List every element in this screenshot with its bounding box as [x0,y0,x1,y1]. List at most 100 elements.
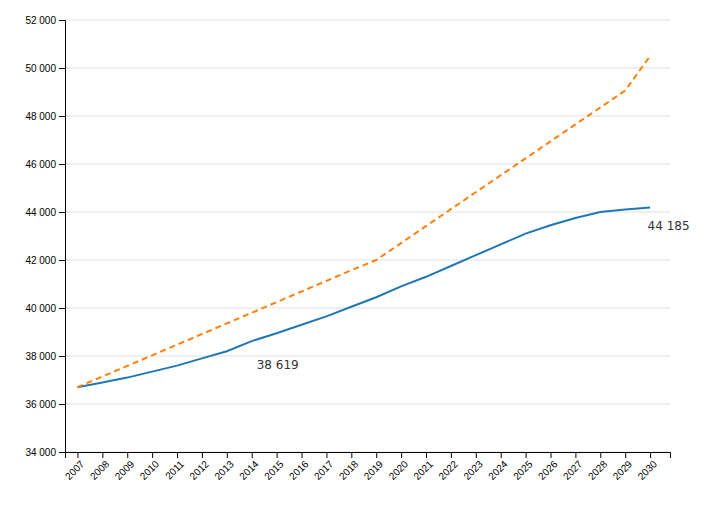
y-tick: 50 000 [25,63,65,74]
x-tick: 2013 [212,452,236,482]
x-tick-label: 2007 [63,458,87,482]
x-tick-label: 2019 [362,458,386,482]
grid [65,20,670,452]
x-tick-label: 2023 [461,458,485,482]
x-tick: 2022 [436,452,460,482]
x-tick-mark [575,452,576,458]
x-tick-mark [252,452,253,458]
x-tick-mark [77,452,78,458]
x-tick-label: 2010 [138,458,162,482]
x-axis-line [66,453,671,459]
x-tick-label: 2011 [163,458,186,481]
x-tick: 2026 [536,452,560,482]
grid-line [65,260,670,261]
y-axis-line [59,21,66,453]
x-tick: 2017 [312,452,336,482]
x-tick-mark [526,452,527,458]
x-tick-label: 2008 [88,458,112,482]
y-tick-label: 52 000 [25,15,56,26]
x-tick-label: 2014 [237,458,261,482]
y-tick: 48 000 [25,111,65,122]
x-tick-mark [152,452,153,458]
x-tick: 2029 [611,452,635,482]
x-tick: 2012 [187,452,211,482]
chart: 2007200820092010201120122013201420152016… [0,0,720,507]
y-tick-label: 40 000 [25,303,56,314]
x-tick-mark [351,452,352,458]
y-tick-mark [59,68,65,69]
x-tick-mark [600,452,601,458]
x-tick-label: 2012 [187,458,211,482]
y-tick-mark [59,212,65,213]
x-tick-label: 2022 [436,458,460,482]
y-tick-label: 42 000 [25,255,56,266]
x-tick-mark [302,452,303,458]
y-tick: 52 000 [25,15,65,26]
grid-line [65,164,670,165]
y-axis: 34 000 36 000 38 000 40 000 42 000 44 000 46 0… [25,15,65,458]
x-tick-mark [102,452,103,458]
plot: 2007200820092010201120122013201420152016… [25,15,689,482]
y-tick-label: 36 000 [25,399,56,410]
x-tick: 2019 [362,452,386,482]
x-tick: 2008 [88,452,112,482]
x-tick-label: 2028 [586,458,610,482]
y-tick-label: 46 000 [25,159,56,170]
lines [77,56,650,387]
x-tick-mark [650,452,651,458]
x-tick: 2007 [63,452,87,482]
x-tick: 2028 [586,452,610,482]
x-tick-mark [376,452,377,458]
x-tick-label: 2016 [287,458,311,482]
x-tick-label: 2026 [536,458,560,482]
y-tick: 46 000 [25,159,65,170]
x-tick-mark [550,452,551,458]
series-line [77,56,650,387]
x-tick: 2016 [287,452,311,482]
series-line [77,208,650,388]
x-tick: 2011 [163,452,186,481]
y-tick-mark [59,356,65,357]
x-tick: 2025 [511,452,535,482]
grid-line [65,20,670,21]
x-tick: 2027 [561,452,585,482]
x-tick-label: 2015 [262,458,286,482]
x-tick-mark [177,452,178,458]
x-tick-label: 2021 [411,458,435,482]
y-tick-mark [59,308,65,309]
x-tick-mark [426,452,427,458]
y-tick-mark [59,116,65,117]
grid-line [65,308,670,309]
x-tick: 2009 [113,452,137,482]
y-tick-mark [59,260,65,261]
x-tick: 2021 [411,452,435,482]
y-tick-label: 48 000 [25,111,56,122]
grid-line [65,212,670,213]
x-tick-mark [401,452,402,458]
x-tick: 2023 [461,452,485,482]
x-tick: 2015 [262,452,286,482]
y-tick-label: 44 000 [25,207,56,218]
y-tick-mark [59,452,65,453]
x-tick-mark [227,452,228,458]
x-tick-mark [501,452,502,458]
grid-line [65,68,670,69]
x-tick-mark [625,452,626,458]
annotation: 44 185 [648,219,690,233]
x-tick-label: 2013 [212,458,236,482]
grid-line [65,404,670,405]
y-tick-label: 34 000 [25,447,56,458]
x-tick-mark [127,452,128,458]
y-tick-mark [59,164,65,165]
x-tick-mark [277,452,278,458]
x-tick: 2010 [138,452,162,482]
y-tick: 38 000 [25,351,65,362]
x-tick-label: 2009 [113,458,137,482]
grid-line [65,356,670,357]
x-tick: 2018 [337,452,361,482]
grid-line [65,116,670,117]
x-tick: 2014 [237,452,261,482]
x-tick: 2020 [387,452,411,482]
x-tick-label: 2020 [387,458,411,482]
x-tick-label: 2025 [511,458,535,482]
